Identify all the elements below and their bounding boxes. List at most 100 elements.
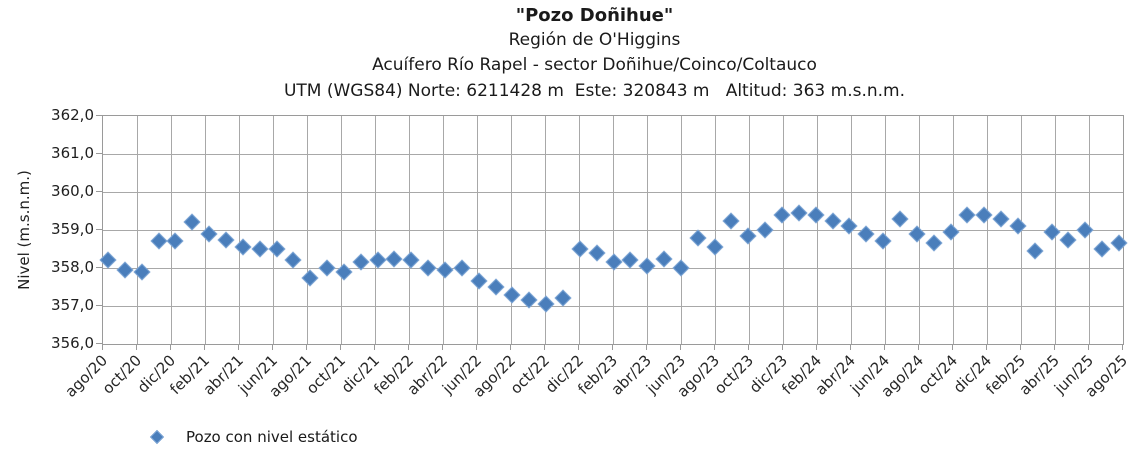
- x-axis-tick: [271, 344, 273, 350]
- x-axis-tick: [543, 344, 545, 350]
- data-point-marker: [503, 286, 521, 304]
- gridline-v: [816, 116, 818, 344]
- y-axis-tick: [96, 228, 102, 230]
- data-point-marker: [790, 204, 808, 222]
- data-point-marker: [268, 240, 285, 258]
- chart-subtitle-aquifer: Acuífero Río Rapel - sector Doñihue/Coin…: [372, 55, 817, 75]
- x-axis-tick: [577, 344, 579, 350]
- y-tick-label: 359,0: [51, 220, 94, 238]
- y-axis-tick: [96, 114, 102, 116]
- data-point-marker: [318, 259, 336, 277]
- y-axis-tick: [96, 190, 102, 192]
- x-axis-tick: [441, 344, 443, 350]
- data-point-marker: [217, 231, 235, 248]
- data-point-marker: [1059, 231, 1077, 248]
- x-axis-tick: [1019, 344, 1021, 350]
- data-point-marker: [251, 240, 269, 258]
- data-point-marker: [1076, 221, 1094, 239]
- data-point-marker: [638, 257, 656, 275]
- x-axis-tick: [951, 344, 953, 350]
- x-axis-tick: [815, 344, 817, 350]
- x-axis-tick: [679, 344, 681, 350]
- data-point-marker: [807, 206, 825, 224]
- data-point-marker: [992, 210, 1010, 228]
- y-axis-tick: [96, 342, 102, 344]
- gridline-v: [408, 116, 410, 344]
- x-axis-tick: [883, 344, 885, 350]
- y-tick-label: 357,0: [51, 296, 94, 314]
- data-point-marker: [537, 295, 555, 313]
- y-tick-label: 362,0: [51, 106, 94, 124]
- x-axis-tick: [1087, 344, 1089, 350]
- data-point-marker: [402, 251, 420, 269]
- data-point-marker: [1026, 242, 1044, 260]
- data-point-marker: [975, 206, 993, 224]
- gridline-v: [544, 116, 546, 344]
- x-axis-tick: [645, 344, 647, 350]
- gridline-v: [782, 116, 784, 344]
- gridline-v: [986, 116, 988, 344]
- x-axis-tick: [169, 344, 171, 350]
- gridline-v: [884, 116, 886, 344]
- data-point-marker: [925, 234, 943, 252]
- diamond-icon: [149, 429, 165, 445]
- legend: Pozo con nivel estático: [149, 424, 358, 450]
- x-axis-tick: [475, 344, 477, 350]
- x-axis-tick: [339, 344, 341, 350]
- y-axis-tick: [96, 152, 102, 154]
- y-tick-label: 361,0: [51, 144, 94, 162]
- data-point-marker: [183, 213, 201, 231]
- y-tick-label: 358,0: [51, 258, 94, 276]
- chart-subtitle-utm: UTM (WGS84) Norte: 6211428 m Este: 32084…: [283, 81, 906, 101]
- x-axis-tick: [203, 344, 205, 350]
- x-axis-tick: [1121, 344, 1123, 350]
- gridline-v: [714, 116, 716, 344]
- data-point-marker: [773, 206, 791, 224]
- data-point-marker: [706, 238, 724, 256]
- y-axis-tick: [96, 304, 102, 306]
- data-point-marker: [419, 259, 437, 277]
- data-point-marker: [1009, 217, 1027, 235]
- y-axis-tick: [96, 266, 102, 268]
- data-point-marker: [908, 225, 926, 243]
- x-axis-tick: [407, 344, 409, 350]
- x-axis-tick: [1053, 344, 1055, 350]
- x-axis-tick: [713, 344, 715, 350]
- data-point-marker: [621, 251, 639, 269]
- data-point-marker: [1110, 234, 1128, 252]
- data-point-marker: [453, 259, 471, 277]
- gridline-v: [442, 116, 444, 344]
- data-point-marker: [942, 223, 959, 241]
- y-tick-label: 360,0: [51, 182, 94, 200]
- x-axis-tick: [135, 344, 137, 350]
- data-point-marker: [385, 250, 403, 267]
- gridline-v: [612, 116, 614, 344]
- x-axis-tick: [781, 344, 783, 350]
- gridline-v: [374, 116, 376, 344]
- data-point-marker: [301, 269, 319, 286]
- data-point-marker: [655, 250, 673, 267]
- gridline-v: [646, 116, 648, 344]
- x-axis-tick: [917, 344, 919, 350]
- gridline-v: [476, 116, 478, 344]
- data-point-marker: [150, 232, 168, 250]
- x-axis-tick: [305, 344, 307, 350]
- data-point-marker: [436, 261, 454, 279]
- data-point-marker: [857, 225, 875, 243]
- x-axis-tick: [237, 344, 239, 350]
- data-point-marker: [335, 263, 353, 281]
- data-point-marker: [470, 272, 488, 290]
- data-point-marker: [99, 251, 117, 269]
- data-point-marker: [166, 232, 184, 250]
- page-title: "Pozo Doñihue": [515, 5, 674, 26]
- gridline-v: [272, 116, 274, 344]
- data-point-marker: [200, 225, 218, 243]
- x-axis-tick: [747, 344, 749, 350]
- gridline-v: [238, 116, 240, 344]
- x-axis-tick: [373, 344, 375, 350]
- gridline-v: [680, 116, 682, 344]
- gridline-v: [510, 116, 512, 344]
- data-point-marker: [487, 278, 505, 296]
- gridline-v: [340, 116, 342, 344]
